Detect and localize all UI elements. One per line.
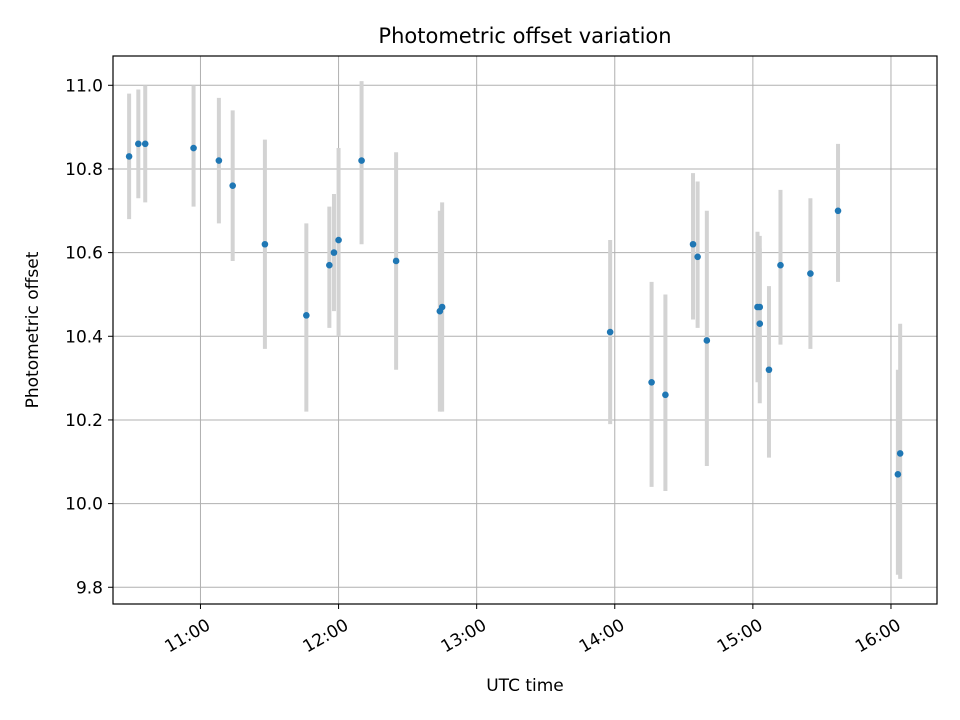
data-point	[326, 261, 333, 269]
data-point	[896, 450, 904, 457]
data-point	[694, 253, 701, 261]
data-point	[765, 366, 773, 374]
data-point	[358, 157, 365, 164]
data-point	[330, 249, 338, 256]
y-axis-title: Photometric offset	[23, 251, 43, 408]
y-tick-label: 10.2	[65, 411, 103, 431]
data-point	[215, 157, 223, 164]
data-point	[135, 140, 142, 148]
data-points	[125, 140, 904, 478]
data-point	[261, 240, 269, 248]
data-point	[834, 207, 842, 215]
data-point	[756, 320, 764, 328]
data-point	[606, 328, 614, 336]
data-point	[303, 312, 310, 319]
data-point	[894, 471, 902, 478]
data-point	[756, 303, 764, 311]
data-point	[703, 337, 711, 344]
data-point	[777, 261, 784, 269]
data-point	[648, 378, 655, 386]
data-point	[689, 240, 697, 248]
data-point	[125, 153, 133, 160]
plot-frame	[112, 55, 938, 605]
data-point	[229, 182, 236, 189]
chart-title: Photometric offset variation	[378, 24, 671, 48]
data-point	[335, 236, 342, 244]
data-point	[141, 140, 149, 148]
y-tick-label: 10.6	[65, 244, 103, 264]
y-tick-label: 10.0	[65, 495, 103, 515]
y-tick-label: 10.4	[65, 327, 103, 347]
data-point	[662, 391, 669, 399]
data-point	[190, 144, 197, 152]
y-tick-label: 10.8	[65, 160, 103, 180]
y-tick-label: 11.0	[65, 76, 103, 96]
y-axis: 9.8 10.0 10.2 10.4 10.6 10.8 11.0	[65, 76, 113, 598]
data-point	[392, 257, 400, 265]
y-tick-label: 9.8	[76, 578, 103, 598]
x-axis-title: UTC time	[486, 676, 564, 696]
data-point	[438, 303, 446, 311]
data-point	[807, 270, 814, 277]
